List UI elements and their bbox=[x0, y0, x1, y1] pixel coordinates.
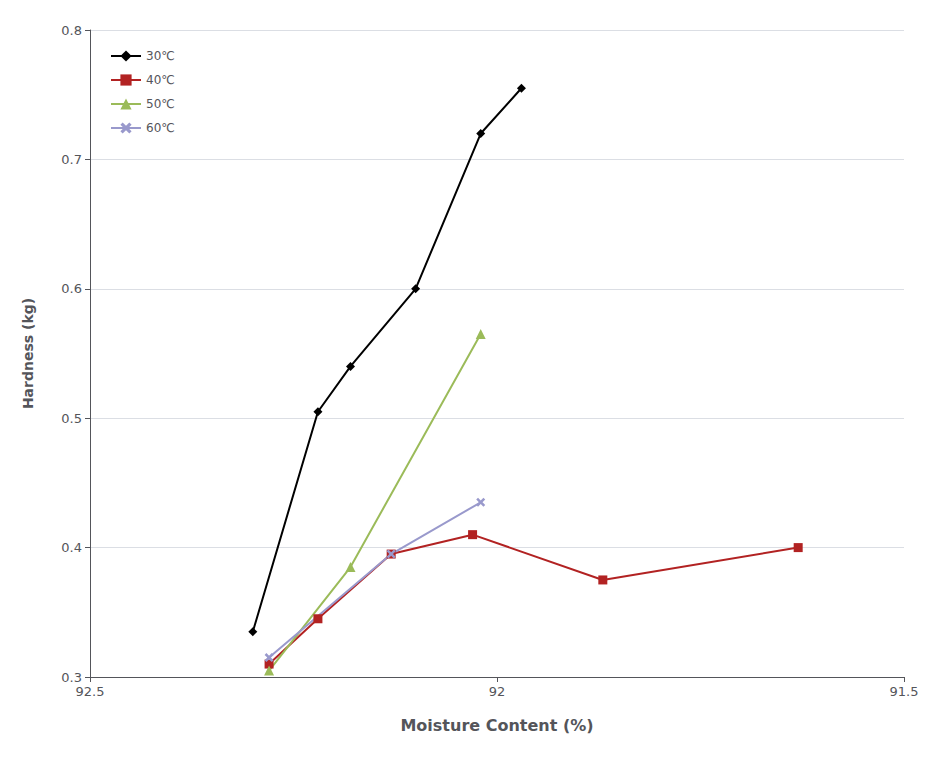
svg-text:0.5: 0.5 bbox=[61, 411, 82, 426]
svg-text:30℃: 30℃ bbox=[146, 49, 175, 63]
svg-text:40℃: 40℃ bbox=[146, 73, 175, 87]
svg-text:50℃: 50℃ bbox=[146, 97, 175, 111]
svg-text:0.7: 0.7 bbox=[61, 152, 82, 167]
svg-text:Hardness (kg): Hardness (kg) bbox=[20, 298, 36, 409]
svg-text:0.4: 0.4 bbox=[61, 540, 82, 555]
svg-text:0.3: 0.3 bbox=[61, 670, 82, 685]
svg-text:Moisture Content (%): Moisture Content (%) bbox=[400, 716, 593, 735]
svg-text:0.8: 0.8 bbox=[61, 23, 82, 38]
svg-text:92.5: 92.5 bbox=[76, 684, 105, 699]
svg-text:60℃: 60℃ bbox=[146, 121, 175, 135]
svg-text:92: 92 bbox=[489, 684, 506, 699]
svg-text:91.5: 91.5 bbox=[890, 684, 919, 699]
svg-text:0.6: 0.6 bbox=[61, 281, 82, 296]
